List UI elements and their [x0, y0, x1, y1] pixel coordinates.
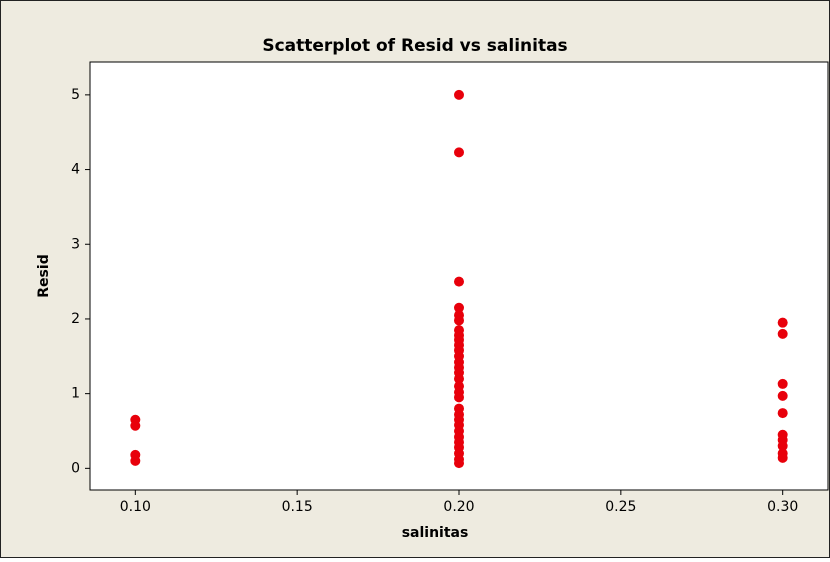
x-tick-label: 0.10 [120, 499, 151, 515]
point [454, 89, 464, 100]
x-tick-label: 0.25 [605, 499, 636, 515]
y-tick-label: 5 [71, 87, 80, 103]
x-axis-label: salinitas [402, 525, 469, 541]
x-tick-label: 0.15 [282, 499, 313, 515]
y-tick-label: 4 [71, 162, 80, 178]
point [454, 373, 464, 384]
y-tick-label: 3 [71, 236, 80, 252]
y-tick-label: 0 [71, 460, 80, 476]
point [777, 440, 788, 451]
x-tick-label: 0.20 [443, 499, 474, 515]
point [454, 276, 464, 287]
point [777, 317, 788, 328]
point [454, 147, 464, 158]
point [777, 378, 788, 389]
y-tick-label: 1 [71, 386, 80, 402]
point [777, 452, 788, 463]
x-tick-label: 0.30 [767, 499, 798, 515]
chart-title: Scatterplot of Resid vs salinitas [262, 36, 567, 56]
point [777, 408, 788, 419]
point [777, 390, 788, 401]
point [777, 328, 788, 339]
point [130, 420, 141, 431]
point [454, 458, 464, 469]
point [454, 315, 464, 326]
point [130, 455, 141, 466]
y-tick-label: 2 [71, 311, 80, 327]
point [454, 392, 464, 403]
point [454, 302, 464, 313]
y-axis-label: Resid [36, 254, 52, 297]
